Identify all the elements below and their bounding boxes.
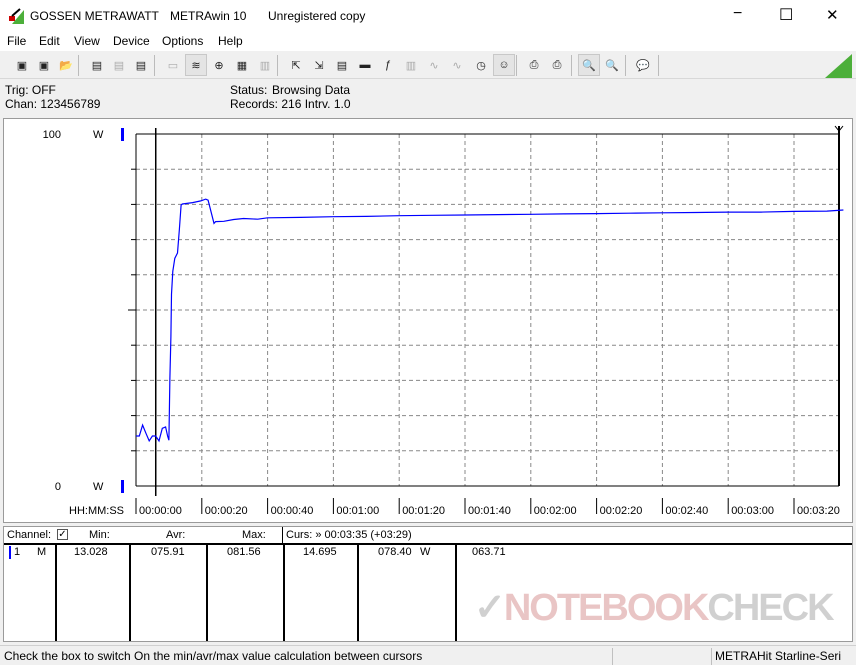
menu-edit[interactable]: Edit (39, 34, 60, 48)
power-chart[interactable]: 00:00:00 00:00:20 00:00:40 00:01:00 00:01:20… (4, 119, 854, 524)
channel-number: 1 (14, 546, 21, 558)
x-tick-label: 00:03:20 (797, 505, 840, 517)
channel-color-marker (9, 546, 11, 559)
signal-icon[interactable]: ∿ (429, 59, 439, 72)
toolbar-separator (78, 55, 79, 76)
x-axis-label: HH:MM:SS (69, 505, 124, 517)
timer-icon[interactable]: ◷ (476, 59, 486, 72)
y-max-label: 100 (43, 129, 61, 141)
table-icon[interactable]: ▦ (236, 59, 248, 72)
display-icon[interactable]: ▭ (167, 59, 179, 72)
header-min: Min: (89, 529, 110, 541)
license-status: Unregistered copy (268, 9, 366, 23)
import-icon[interactable]: ⇲ (314, 59, 324, 72)
minimize-button[interactable]: − (733, 5, 743, 22)
x-tick-label: 00:00:00 (139, 505, 182, 517)
multi-signal-icon[interactable]: ∿ (452, 59, 462, 72)
right-cursor-handle-icon (834, 125, 844, 132)
toolbar: ▣ ▣ 📂 ▤ ▤ ▤ ▭ ≋ ⊕ ▦ ▥ ⇱ ⇲ ▤ ▬ ƒ ▥ ∿ ∿ ◷ ☺ ⎙ ⎙ 🔍 🔍 💬 (0, 52, 856, 79)
close-button[interactable]: ✕ (826, 7, 839, 24)
x-tick-label: 00:02:20 (600, 505, 643, 517)
status-hint: Check the box to switch On the min/avr/m… (4, 649, 423, 663)
comment-icon[interactable]: 💬 (636, 59, 650, 72)
x-tick-label: 00:01:20 (402, 505, 445, 517)
device-read-icon[interactable]: ▤ (91, 59, 103, 72)
channel-list: Chan: 123456789 (5, 97, 101, 111)
save-as-icon[interactable]: ▣ (38, 59, 50, 72)
menu-help[interactable]: Help (218, 34, 243, 48)
power-series-line (136, 198, 844, 443)
menu-view[interactable]: View (74, 34, 100, 48)
cursor2-value: 078.40 (378, 546, 412, 558)
brand-name: GOSSEN METRAWATT (30, 9, 159, 23)
menu-device[interactable]: Device (113, 34, 150, 48)
device-memory-icon[interactable]: ▤ (113, 59, 125, 72)
save-icon[interactable]: ▣ (16, 59, 28, 72)
y-min-label: 0 (55, 481, 61, 493)
cursor2-unit: W (420, 546, 431, 558)
header-cursor: Curs: » 00:03:35 (+03:29) (286, 529, 412, 541)
records-info: Records: 216 Intrv. 1.0 (230, 97, 351, 111)
x-tick-label: 00:00:40 (271, 505, 314, 517)
title-bar: GOSSEN METRAWATT METRAwin 10 Unregistere… (0, 0, 856, 32)
status-label: Status: (230, 83, 268, 97)
toolbar-separator (571, 55, 572, 76)
menu-options[interactable]: Options (162, 34, 204, 48)
print-icon[interactable]: ⎙ (552, 58, 562, 71)
connection-indicator-icon (825, 54, 852, 78)
cursor-calc-checkbox[interactable]: ✓ (57, 529, 68, 540)
cursor1-value: 14.695 (303, 546, 337, 558)
waveform-icon[interactable]: ≋ (185, 54, 207, 76)
header-channel: Channel: (7, 529, 52, 541)
x-tick-label: 00:01:00 (336, 505, 379, 517)
channel-mode: M (37, 546, 47, 558)
header-max: Max: (242, 529, 266, 541)
y-unit-label: W (93, 129, 104, 141)
x-tick-label: 00:02:40 (665, 505, 708, 517)
function-icon[interactable]: ƒ (384, 59, 392, 71)
x-tick-label: 00:02:00 (534, 505, 577, 517)
export-icon[interactable]: ⇱ (291, 59, 301, 72)
menu-bar: File Edit View Device Options Help (0, 32, 856, 51)
cursor-diff-value: 063.71 (472, 546, 506, 558)
y-min-marker (121, 480, 124, 493)
trigger-icon[interactable]: ☺ (493, 54, 515, 76)
crosshair-icon[interactable]: ⊕ (214, 59, 224, 72)
zoom-peak-icon[interactable]: 🔍 (605, 59, 619, 72)
toolbar-separator (516, 55, 517, 76)
avr-value: 075.91 (151, 546, 185, 558)
device-name: METRAHit Starline-Seri (715, 649, 842, 663)
maximize-button[interactable]: ☐ (779, 7, 794, 24)
min-value: 13.028 (74, 546, 108, 558)
chart-panel: 00:00:00 00:00:20 00:00:40 00:01:00 00:01:20… (3, 118, 853, 523)
device-m-icon[interactable]: ▤ (135, 59, 147, 72)
max-value: 081.56 (227, 546, 261, 558)
print-preview-icon[interactable]: ⎙ (529, 58, 539, 71)
header-avr: Avr: (166, 529, 186, 541)
app-logo-icon (8, 8, 24, 24)
toolbar-separator (658, 55, 659, 76)
trigger-status: Trig: OFF (5, 83, 56, 97)
app-name: METRAwin 10 (170, 9, 247, 23)
info-panel: Trig: OFF Chan: 123456789 Status: Browsi… (0, 80, 856, 116)
toolbar-separator (277, 55, 278, 76)
menu-file[interactable]: File (7, 34, 27, 48)
bars-icon[interactable]: ▥ (259, 59, 271, 72)
y-max-marker (121, 128, 124, 141)
x-tick-label: 00:03:00 (731, 505, 774, 517)
zoom-wave-icon[interactable]: 🔍 (578, 54, 600, 76)
measurement-table: Channel: ✓ Min: Avr: Max: Curs: » 00:03:… (3, 526, 853, 642)
monitor-icon[interactable]: ▬ (359, 59, 371, 71)
y-unit-label: W (93, 481, 104, 493)
status-value: Browsing Data (272, 83, 351, 97)
x-tick-label: 00:01:40 (468, 505, 511, 517)
toolbar-separator (154, 55, 155, 76)
open-icon[interactable]: 📂 (59, 59, 73, 72)
notebookcheck-watermark: ✓NOTEBOOKCHECK (474, 587, 835, 629)
x-tick-label: 00:00:20 (205, 505, 248, 517)
channel-icon[interactable]: ▥ (405, 59, 417, 72)
status-bar: Check the box to switch On the min/avr/m… (0, 645, 856, 665)
list-icon[interactable]: ▤ (336, 59, 348, 72)
toolbar-separator (625, 55, 626, 76)
